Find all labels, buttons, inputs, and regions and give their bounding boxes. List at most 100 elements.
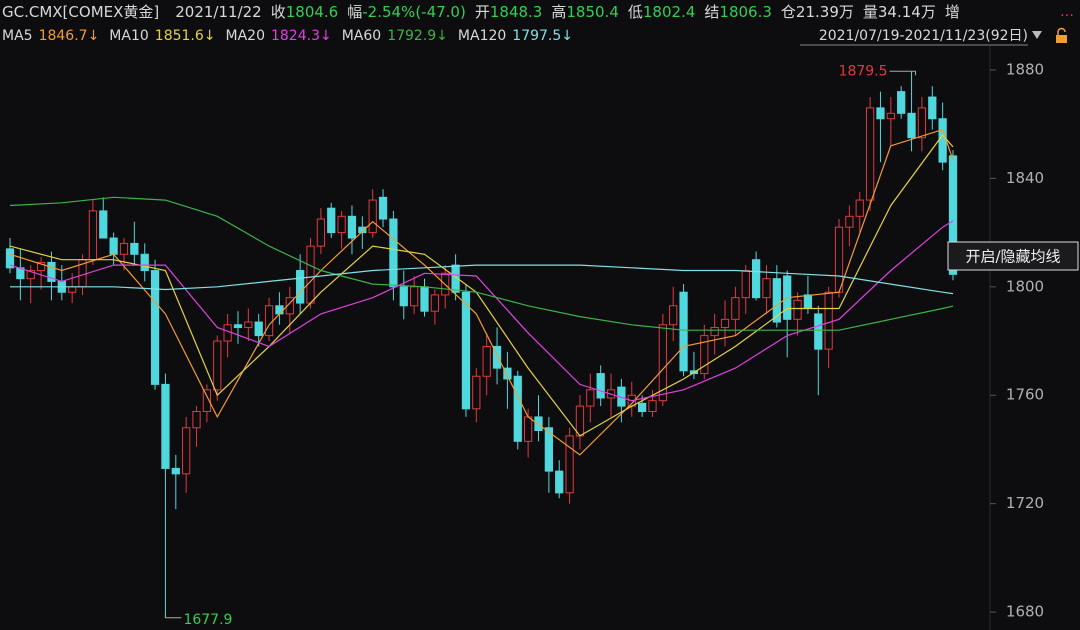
quote-bar: GC.CMX[COMEX黄金] 2021/11/22 收1804.6 幅-2.54%(… — [2, 3, 960, 21]
symbol: GC.CMX[COMEX黄金] — [2, 3, 159, 21]
quote-label: 仓 — [781, 3, 796, 21]
candle-body — [244, 321, 253, 328]
candle-body — [482, 345, 491, 377]
candle-body — [762, 278, 771, 299]
candle-body — [368, 199, 377, 234]
candle-body — [814, 313, 823, 350]
candle-body — [720, 318, 730, 328]
dropdown-arrow[interactable] — [1032, 31, 1042, 39]
candle-body — [897, 91, 906, 114]
quote-label: 收 — [271, 3, 286, 21]
date-range[interactable]: 2021/07/19-2021/11/23(92日) — [819, 28, 1028, 44]
candle-body — [824, 291, 833, 350]
candle-body — [47, 261, 56, 282]
candle-body — [565, 435, 574, 494]
candle-body — [296, 270, 305, 304]
y-tick-label: 1880 — [1006, 60, 1044, 78]
candle-body — [534, 416, 543, 431]
candle-body — [99, 210, 108, 239]
y-tick-label: 1800 — [1006, 277, 1044, 295]
candle-body — [150, 270, 160, 385]
candle-body — [876, 107, 885, 120]
quote-value: 1848.3 — [490, 3, 543, 21]
legend-value: 1824.3↓ — [271, 28, 332, 44]
quote-label: 高 — [551, 3, 566, 21]
candle-body — [596, 373, 605, 399]
tooltip-text[interactable]: 开启/隐藏均线 — [965, 248, 1060, 266]
quote-value: 1802.4 — [643, 3, 696, 21]
y-tick-label: 1680 — [1006, 603, 1044, 621]
quote-label: 结 — [704, 3, 719, 21]
candle-body — [140, 253, 149, 272]
quote-label: 量 — [863, 3, 878, 21]
quote-value: -2.54%(-47.0) — [362, 3, 466, 21]
candle-body — [337, 215, 346, 234]
quote-value: 34.14万 — [878, 3, 936, 21]
candle-body — [68, 286, 77, 293]
legend-name: MA20 — [226, 28, 265, 44]
candle-body — [461, 291, 471, 410]
ma-line — [9, 196, 954, 331]
candle-body — [233, 324, 243, 328]
candle-body — [793, 299, 802, 320]
candle-body — [772, 278, 781, 323]
candle-body — [731, 297, 740, 320]
candle-body — [264, 305, 274, 337]
candle-body — [316, 218, 326, 247]
ma-line — [9, 128, 954, 456]
candle-body — [88, 210, 98, 261]
candle-body — [358, 226, 367, 234]
candle-body — [410, 286, 419, 307]
candle-body — [399, 286, 408, 307]
candle-body — [275, 305, 284, 315]
candle-body — [327, 207, 336, 234]
legend-name: MA60 — [342, 28, 381, 44]
quote-label: 开 — [475, 3, 490, 21]
candle-body — [938, 118, 947, 163]
candle-body — [855, 199, 864, 217]
quote-value: 1804.6 — [286, 3, 339, 21]
candle-body — [347, 215, 357, 239]
candle-body — [710, 326, 719, 337]
legend-value: 1792.9↓ — [387, 28, 448, 44]
quote-value: 1850.4 — [566, 3, 619, 21]
candle-body — [948, 155, 958, 275]
candle-body — [575, 405, 585, 437]
candle-body — [378, 196, 388, 220]
candle-body — [161, 383, 170, 469]
candle-body — [513, 375, 522, 442]
candle-body — [637, 402, 647, 413]
candle-body — [202, 389, 212, 413]
lock-icon[interactable] — [1056, 27, 1067, 43]
date: 2021/11/22 — [175, 3, 261, 21]
candle-body — [555, 470, 564, 494]
candle-body — [700, 335, 709, 375]
candle-body — [907, 112, 916, 139]
quote-value: 1806.3 — [719, 3, 772, 21]
legend-name: MA10 — [109, 28, 148, 44]
candle-body — [213, 340, 222, 391]
y-tick-label: 1760 — [1006, 386, 1044, 404]
quote-value: 21.39万 — [796, 3, 854, 21]
candle-body — [845, 215, 854, 228]
candle-body — [430, 294, 439, 312]
candle-body — [192, 411, 201, 429]
legend-name: MA5 — [2, 28, 33, 44]
quote-label: 增 — [945, 3, 960, 21]
legend-value: 1851.6↓ — [155, 28, 216, 44]
more-menu[interactable]: … — [1060, 4, 1074, 20]
annotation-label: 1879.5 — [839, 63, 888, 79]
candle-body — [544, 427, 553, 472]
candle-body — [472, 375, 481, 410]
candle-body — [928, 96, 937, 120]
candle-body — [679, 291, 688, 372]
candle-body — [285, 297, 294, 315]
candle-body — [886, 112, 895, 120]
y-tick-label: 1840 — [1006, 169, 1044, 187]
ma-line — [9, 134, 954, 437]
candle-body — [26, 270, 35, 280]
candle-body — [223, 324, 232, 342]
candle-body — [865, 107, 875, 201]
